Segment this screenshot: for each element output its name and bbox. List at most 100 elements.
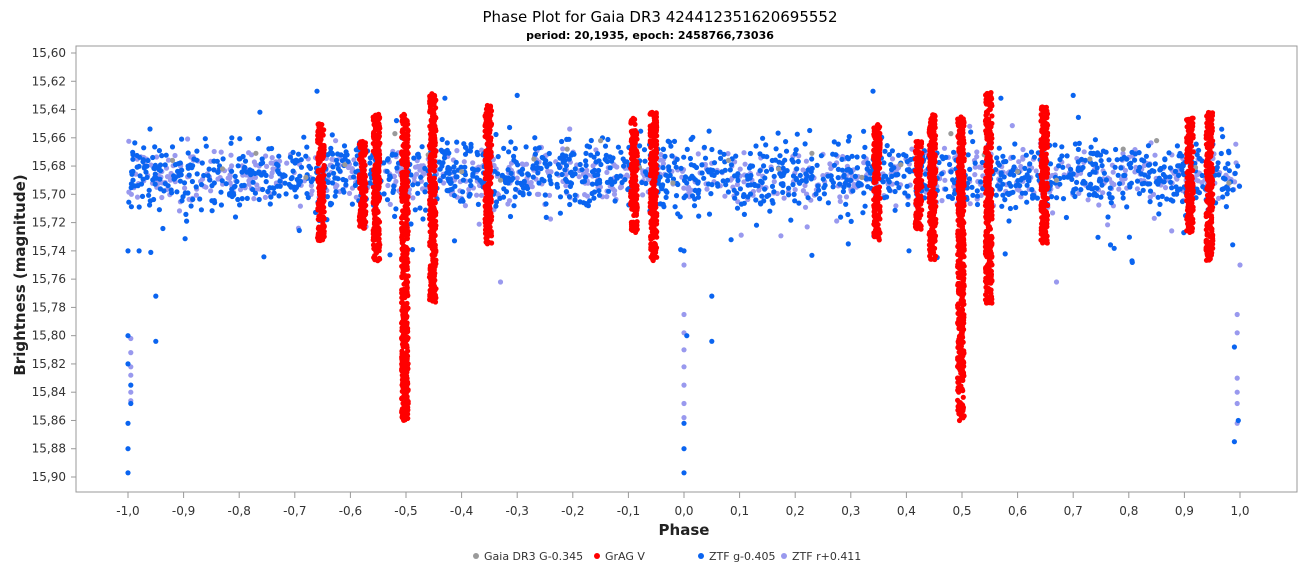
ztf-g-point (209, 208, 215, 214)
ztf-g-point (1156, 175, 1162, 181)
ztf-g-point (1129, 149, 1135, 155)
ztf-g-point (169, 144, 176, 150)
ztf-g-point (1224, 191, 1230, 197)
grag-v-point (371, 190, 377, 197)
ztf-g-point (692, 177, 699, 183)
ztf-g-point (796, 200, 802, 206)
grag-v-point (402, 244, 408, 250)
ztf-g-point (304, 191, 310, 197)
ztf-g-point (668, 143, 674, 149)
ztf-r-point (1018, 163, 1024, 170)
grag-v-point (400, 150, 406, 156)
ztf-g-point (156, 207, 162, 213)
ztf-g-point (1132, 157, 1138, 163)
ztf-g-point (830, 184, 836, 190)
ztf-g-point (1126, 234, 1132, 240)
ztf-g-point (392, 213, 398, 219)
ztf-g-point (1176, 172, 1182, 178)
ztf-g-point (764, 154, 770, 160)
ztf-g-point (128, 185, 134, 191)
ztf-r-point (939, 198, 945, 204)
ztf-g-point (673, 193, 680, 199)
ztf-g-point (1056, 163, 1062, 169)
ztf-g-point (163, 152, 169, 158)
ztf-g-point (1088, 144, 1094, 150)
ztf-g-point (579, 167, 585, 173)
grag-v-point (320, 180, 327, 186)
ztf-g-point (446, 170, 452, 176)
ztf-g-point (194, 171, 200, 177)
grag-v-point (872, 196, 879, 202)
gaia-point (670, 180, 676, 186)
ztf-g-point (468, 144, 474, 150)
ztf-r-point (834, 218, 840, 224)
ztf-r-point (417, 167, 423, 173)
grag-v-point (487, 118, 493, 124)
ztf-g-point (326, 172, 332, 178)
ztf-r-point (584, 167, 590, 173)
ztf-g-point (1119, 156, 1125, 162)
grag-v-point (483, 106, 490, 112)
ztf-g-point (141, 145, 147, 151)
ztf-g-point (675, 211, 681, 217)
ztf-g-point (532, 146, 539, 152)
ztf-g-point (228, 140, 234, 146)
grag-v-point (872, 171, 878, 177)
ztf-g-point (970, 192, 976, 198)
ztf-g-point (840, 188, 847, 195)
ztf-g-point (770, 200, 776, 206)
ztf-g-point (947, 161, 953, 168)
ztf-r-point (505, 201, 511, 207)
ztf-g-point (462, 144, 469, 150)
ztf-g-point (136, 163, 142, 169)
grag-v-point (629, 141, 635, 147)
grag-v-point (316, 151, 322, 157)
ztf-g-point (1101, 170, 1107, 176)
x-tick-label: -0,9 (172, 504, 195, 518)
grag-v-point (320, 198, 326, 205)
ztf-g-point (588, 137, 594, 144)
ztf-r-point (843, 194, 850, 200)
ztf-r-point (800, 188, 807, 194)
ztf-g-point (709, 338, 715, 344)
ztf-g-point (232, 214, 239, 220)
ztf-g-point (1026, 168, 1032, 174)
ztf-g-point (675, 181, 681, 188)
ztf-g-point (831, 139, 837, 145)
grag-v-point (404, 379, 411, 385)
grag-v-point (427, 163, 433, 169)
ztf-g-point (1129, 258, 1135, 264)
ztf-r-point (476, 221, 482, 227)
grag-v-point (374, 216, 380, 222)
ztf-g-point (907, 130, 913, 136)
ztf-g-point (530, 174, 536, 180)
ztf-g-point (896, 152, 902, 158)
ztf-r-point (681, 311, 687, 318)
ztf-g-point (747, 150, 754, 157)
ztf-g-point (1137, 164, 1143, 170)
ztf-g-point (557, 194, 564, 200)
ztf-g-point (725, 189, 732, 195)
ztf-r-point (351, 157, 357, 163)
grag-v-point (651, 240, 658, 246)
ztf-r-point (695, 151, 701, 157)
grag-v-point (399, 237, 405, 243)
ztf-r-point (681, 400, 687, 407)
grag-v-point (482, 158, 488, 164)
ztf-g-point (257, 109, 263, 115)
ztf-g-point (747, 191, 754, 197)
ztf-g-point (505, 167, 511, 173)
grag-v-point (633, 186, 639, 192)
ztf-g-point (353, 169, 359, 175)
grag-v-point (485, 180, 491, 187)
ztf-g-point (351, 174, 357, 180)
ztf-r-point (1016, 187, 1022, 193)
ztf-g-point (577, 161, 583, 168)
ztf-g-point (889, 148, 896, 154)
ztf-g-point (639, 179, 645, 186)
grag-v-point (871, 156, 877, 162)
grag-v-point (370, 242, 377, 248)
ztf-g-point (1092, 137, 1098, 143)
ztf-g-point (493, 199, 500, 205)
ztf-r-point (387, 201, 393, 207)
